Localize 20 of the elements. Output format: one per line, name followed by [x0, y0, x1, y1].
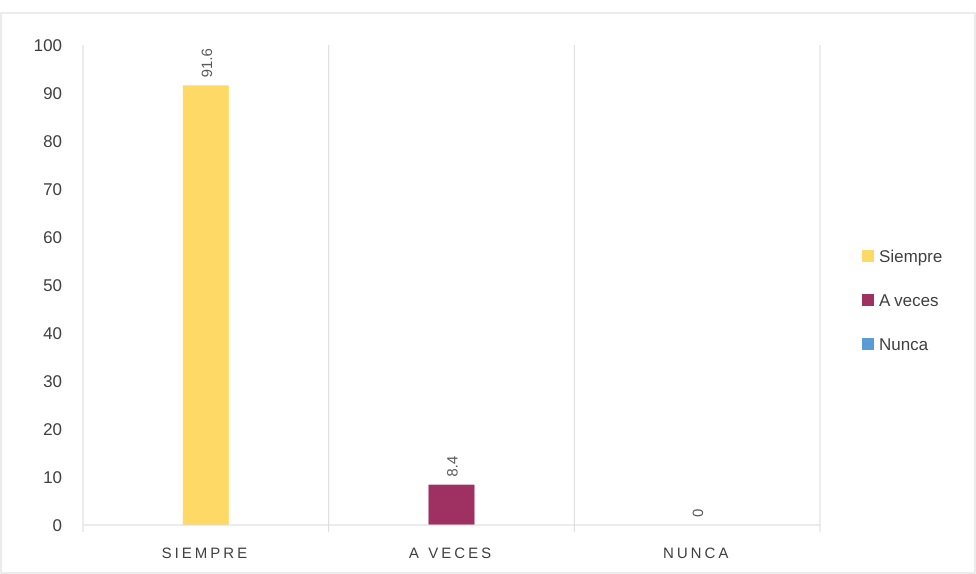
- y-tick-label: 80: [43, 132, 62, 151]
- x-tick-label: A VECES: [408, 545, 494, 562]
- y-tick-label: 10: [43, 468, 62, 487]
- legend-label: Siempre: [879, 246, 942, 266]
- y-tick-label: 60: [43, 228, 62, 247]
- y-tick-label: 70: [43, 180, 62, 199]
- y-tick-label: 0: [52, 516, 62, 535]
- y-tick-label: 20: [43, 420, 62, 439]
- y-tick-label: 50: [43, 276, 62, 295]
- legend-label: Nunca: [879, 334, 929, 354]
- data-label: 0: [690, 508, 708, 517]
- y-tick-label: 40: [43, 324, 62, 343]
- x-tick-label: NUNCA: [662, 545, 732, 562]
- y-tick-label: 100: [34, 36, 62, 55]
- x-tick-label: SIEMPRE: [162, 545, 250, 562]
- y-tick-label: 90: [43, 84, 62, 103]
- y-tick-label: 30: [43, 372, 62, 391]
- data-label: 91.6: [198, 48, 216, 78]
- legend-label: A veces: [879, 290, 939, 310]
- data-label: 8.4: [444, 456, 462, 477]
